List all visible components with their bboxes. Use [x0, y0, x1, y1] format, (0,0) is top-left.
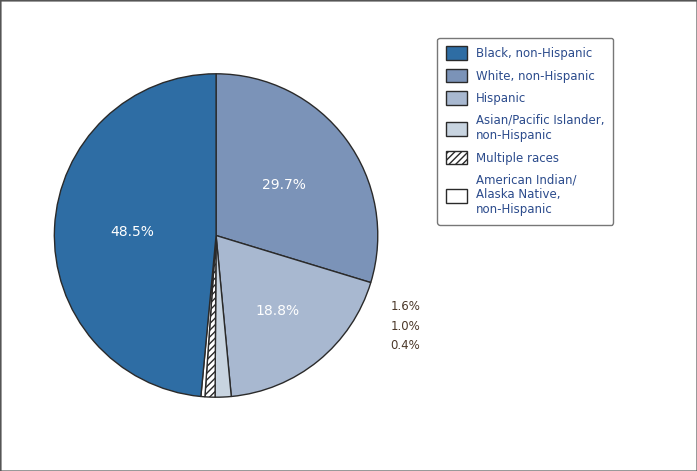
- Wedge shape: [205, 236, 216, 397]
- Wedge shape: [216, 236, 371, 397]
- Text: 18.8%: 18.8%: [255, 304, 300, 317]
- Wedge shape: [215, 236, 231, 397]
- Text: 1.6%: 1.6%: [391, 300, 420, 313]
- Text: 0.4%: 0.4%: [391, 339, 420, 352]
- Wedge shape: [201, 236, 216, 397]
- Text: 1.0%: 1.0%: [391, 319, 420, 333]
- Wedge shape: [54, 74, 216, 397]
- Text: 29.7%: 29.7%: [261, 179, 305, 193]
- Text: 48.5%: 48.5%: [110, 225, 154, 238]
- Legend: Black, non-Hispanic, White, non-Hispanic, Hispanic, Asian/Pacific Islander,
non-: Black, non-Hispanic, White, non-Hispanic…: [437, 38, 613, 225]
- Wedge shape: [216, 74, 378, 283]
